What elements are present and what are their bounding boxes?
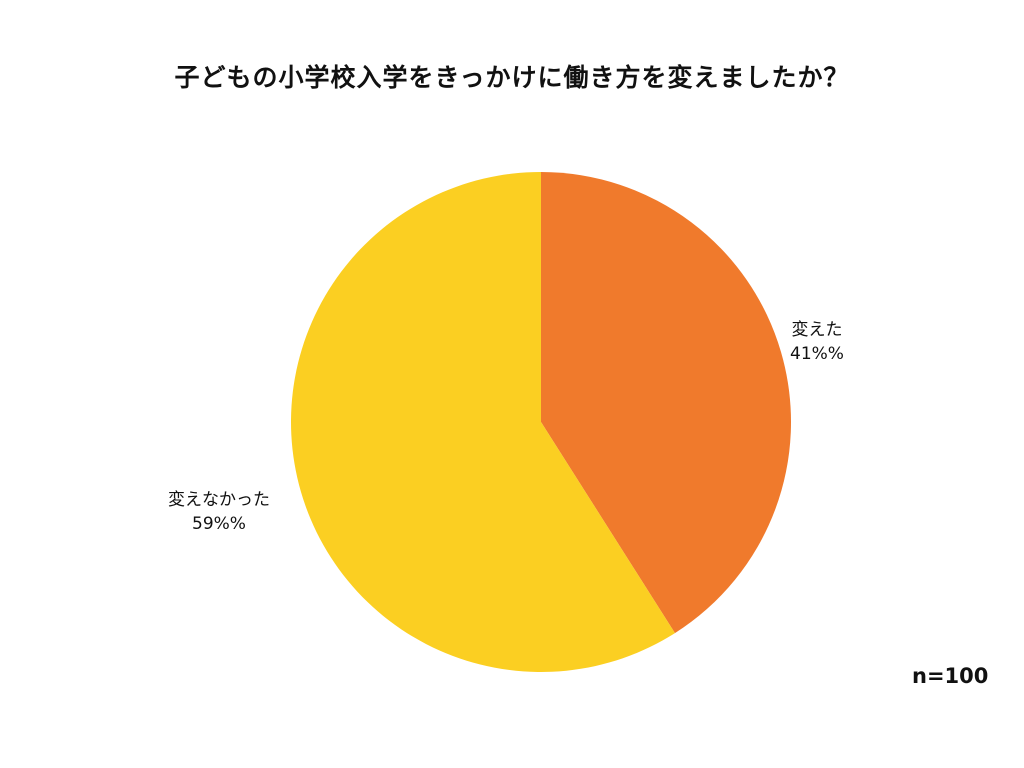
- slice-label-not-changed: 変えなかった 59%%: [168, 488, 270, 536]
- pie-slice-changed: [541, 172, 791, 634]
- chart-title: 子どもの小学校入学をきっかけに働き方を変えましたか？: [174, 63, 850, 92]
- sample-size-note: n=100: [912, 664, 989, 688]
- pie-slice-not-changed: [291, 172, 675, 672]
- slice-label-changed-value: 41%%: [790, 344, 844, 364]
- slice-label-changed-name: 変えた: [791, 320, 843, 340]
- slice-label-not-changed-name: 変えなかった: [168, 490, 270, 510]
- slice-label-not-changed-value: 59%%: [192, 514, 246, 534]
- slice-label-changed: 変えた 41%%: [790, 318, 844, 366]
